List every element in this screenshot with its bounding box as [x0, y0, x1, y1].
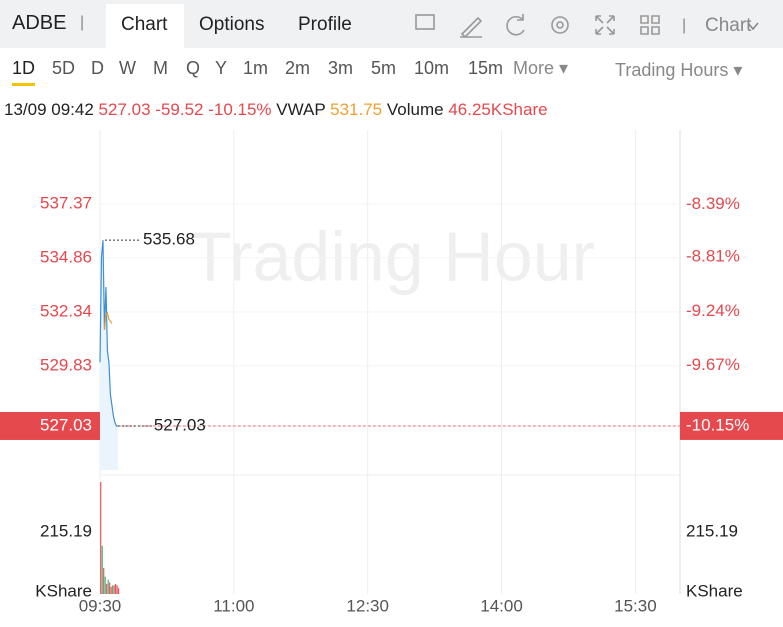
x-tick-label: 15:30	[614, 596, 657, 615]
period-button[interactable]: 1m	[243, 58, 269, 78]
y2-tick-label: -9.67%	[686, 355, 740, 374]
volume-bar	[112, 585, 114, 594]
price-line	[99, 240, 118, 427]
volume-value: 46.25KShare	[448, 100, 548, 119]
y2-tick-label: -9.24%	[686, 301, 740, 320]
icon[interactable]	[551, 16, 569, 34]
volume-bar	[118, 588, 120, 594]
volume-bar	[115, 583, 117, 594]
period-button[interactable]: 1D	[12, 58, 36, 86]
x-tick-label: 12:30	[346, 596, 389, 615]
period-button[interactable]: 3m	[328, 58, 354, 78]
volume-unit: KShare	[686, 581, 743, 600]
volume-bar	[104, 576, 106, 594]
volume-bar	[113, 585, 115, 594]
watermark: Trading Hour	[189, 217, 595, 295]
quote-change: -59.52	[155, 100, 204, 119]
period-button[interactable]: 2m	[285, 58, 311, 78]
y-tick-label: 537.37	[40, 193, 92, 212]
y-tick-label: 527.03	[40, 415, 92, 434]
max-label: 535.68	[143, 230, 195, 249]
period-button[interactable]: Y	[215, 58, 228, 78]
tab[interactable]: Chart	[121, 14, 168, 35]
x-tick-label: 09:30	[79, 596, 122, 615]
separator: |	[80, 14, 85, 31]
icon[interactable]	[460, 16, 483, 39]
icon[interactable]	[506, 14, 525, 36]
vwap-line	[103, 311, 113, 331]
vwap-label: VWAP	[276, 100, 326, 119]
period-button[interactable]: 5D	[52, 58, 76, 78]
volume-bar	[101, 545, 103, 594]
volume-tick-label: 215.19	[40, 521, 92, 540]
volume-tick-label: 215.19	[686, 521, 738, 540]
quote-change-pct: -10.15%	[208, 100, 272, 119]
x-tick-label: 14:00	[480, 596, 523, 615]
quote-row: 13/09 09:42 527.03 -59.52 -10.15% VWAP 5…	[4, 100, 548, 120]
period-button[interactable]: 15m	[468, 58, 504, 78]
volume-bar	[107, 579, 109, 594]
period-button[interactable]: 5m	[371, 58, 397, 78]
volume-unit: KShare	[35, 581, 92, 600]
dropdown-arrow	[747, 22, 759, 31]
more: More	[513, 58, 555, 78]
icon[interactable]	[640, 15, 660, 35]
separator: |	[682, 17, 686, 34]
volume-bar	[116, 585, 118, 594]
volume-bar	[110, 586, 112, 594]
trading-hours: Trading Hours	[615, 60, 729, 80]
more-menu[interactable]: More ▾	[513, 58, 569, 78]
volume-bar	[100, 482, 102, 594]
price-marker	[0, 411, 100, 440]
active-tab-bg	[106, 4, 184, 48]
tab[interactable]: Options	[199, 14, 265, 35]
period-button[interactable]: D	[91, 58, 104, 78]
vwap-value: 531.75	[330, 100, 383, 119]
period-button[interactable]: 10m	[414, 58, 450, 78]
icon-part	[556, 21, 564, 29]
period-button[interactable]: M	[153, 58, 168, 78]
ticker: ADBE	[12, 12, 67, 34]
volume-bar	[106, 583, 108, 594]
pct-marker	[680, 411, 783, 440]
period-button[interactable]: Q	[186, 58, 201, 78]
toolbar-icons: |	[415, 14, 759, 39]
y2-tick-label: -8.39%	[686, 194, 740, 213]
chart-menu[interactable]: Chart	[705, 15, 752, 36]
y2-tick-label: -8.81%	[686, 247, 740, 266]
y2-tick-label: -10.15%	[686, 415, 749, 434]
quote-time: 13/09 09:42	[4, 100, 94, 119]
trading-hours-menu[interactable]: Trading Hours ▾	[615, 60, 743, 80]
price-area	[100, 240, 118, 470]
icon[interactable]	[595, 15, 615, 35]
y-tick-label: 529.83	[40, 355, 92, 374]
y-tick-label: 534.86	[40, 247, 92, 266]
quote-price: 527.03	[98, 100, 151, 119]
icon[interactable]	[415, 14, 435, 30]
x-tick-label: 11:00	[213, 596, 254, 615]
y-tick-label: 532.34	[40, 301, 92, 320]
period-button[interactable]: W	[119, 58, 136, 78]
header: ADBE | Chart Options Profile | Chart	[0, 0, 783, 48]
tab[interactable]: Profile	[298, 14, 352, 35]
last-label: 527.03	[154, 415, 206, 434]
volume-bar	[109, 582, 111, 594]
volume-label: Volume	[386, 100, 444, 119]
volume-bar	[103, 568, 105, 594]
